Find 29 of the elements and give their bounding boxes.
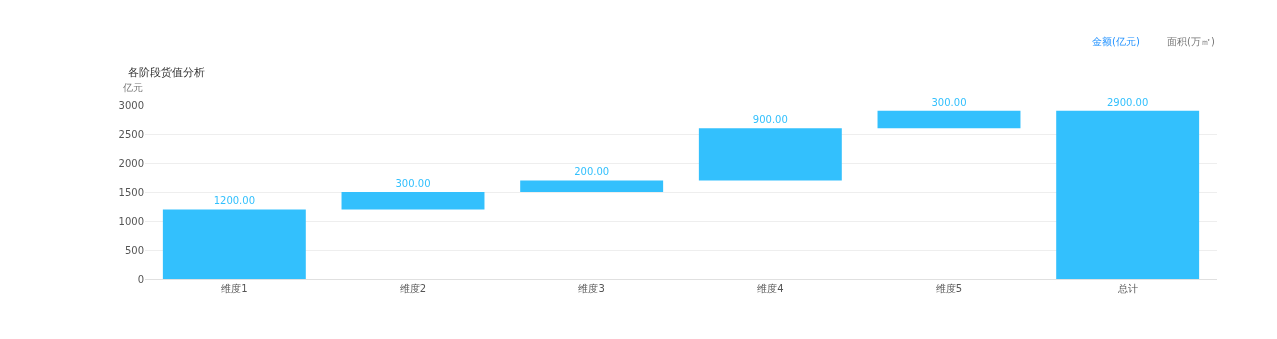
data-label: 1200.00 <box>213 195 256 207</box>
text: 金额(亿元) <box>1092 36 1140 47</box>
data-label: 2900.00 <box>1106 96 1149 108</box>
y-axis-title: 亿元 <box>122 82 143 93</box>
y-tick-label: 1000 <box>118 215 144 227</box>
data-label: 200.00 <box>574 166 610 178</box>
x-tick-label: 维度4 <box>757 283 784 294</box>
x-tick-label: 维度5 <box>935 283 963 294</box>
y-tick-label: 0 <box>137 273 144 285</box>
y-tick-label: 500 <box>124 244 144 256</box>
x-tick-label: 总计 <box>1116 283 1138 294</box>
bar <box>341 192 485 210</box>
bar <box>698 128 842 181</box>
data-label: 300.00 <box>395 178 431 189</box>
y-tick-label: 1500 <box>118 186 144 198</box>
bar <box>162 209 306 279</box>
y-tick-label: 2000 <box>118 157 144 169</box>
x-tick-label: 维度1 <box>221 283 248 294</box>
bar <box>520 180 664 192</box>
data-label: 300.00 <box>931 96 967 108</box>
y-tick-label: 3000 <box>118 99 144 111</box>
data-label: 900.00 <box>752 114 788 126</box>
text: 面积(万㎡) <box>1167 36 1215 47</box>
x-tick-label: 维度3 <box>578 283 605 294</box>
bar <box>877 110 1021 129</box>
chart-title: 各阶段货值分析 <box>127 65 205 79</box>
bar <box>1056 110 1200 279</box>
x-tick-label: 维度2 <box>399 283 427 294</box>
y-tick-label: 2500 <box>118 128 144 140</box>
